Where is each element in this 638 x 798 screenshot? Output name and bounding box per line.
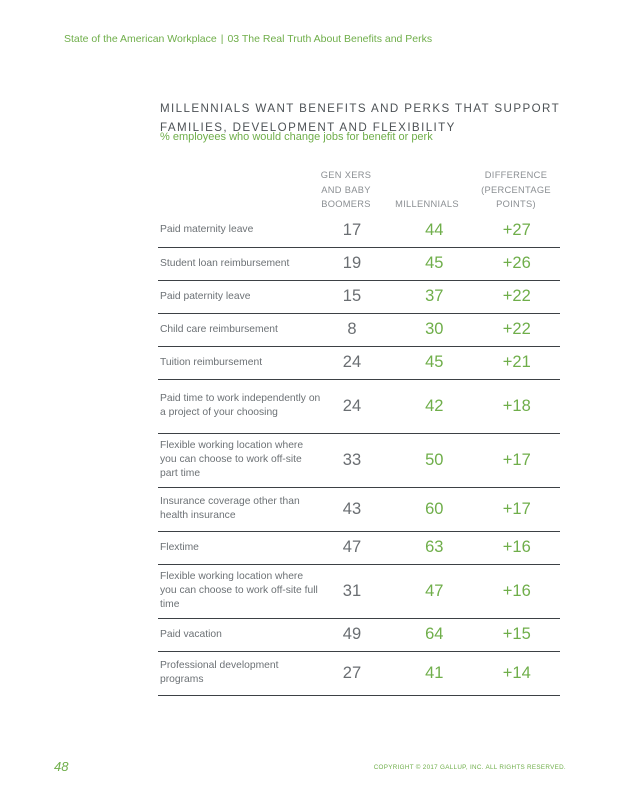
gen-x-boomers-value: 24	[342, 353, 362, 371]
gen-x-boomers-value: 8	[347, 320, 357, 338]
row-label: Tuition reimbursement	[160, 356, 263, 368]
gen-x-boomers-value: 19	[342, 254, 362, 272]
millennials-value: 45	[425, 254, 444, 272]
table-row: Paid vacation 49 64 +15	[158, 618, 560, 651]
row-label: Paid paternity leave	[160, 290, 251, 302]
difference-value: +18	[502, 396, 531, 415]
gen-x-boomers-value: 27	[342, 663, 362, 682]
difference-value: +21	[502, 353, 531, 371]
row-label: Child care reimbursement	[160, 323, 278, 335]
table-row: Paid time to work independently on a pro…	[158, 379, 560, 433]
difference-value: +16	[502, 581, 531, 600]
difference-value: +27	[502, 220, 531, 239]
gen-x-boomers-value: 33	[342, 450, 362, 469]
table-subtitle: % employees who would change jobs for be…	[160, 131, 433, 143]
header-separator: |	[220, 33, 224, 45]
difference-value: +15	[502, 625, 531, 643]
gen-x-boomers-value: 31	[342, 581, 362, 600]
difference-value: +22	[502, 320, 531, 338]
millennials-value: 37	[425, 287, 444, 305]
millennials-value: 50	[425, 450, 444, 469]
millennials-value: 30	[425, 320, 444, 338]
row-label: Flexible working location where you can …	[160, 440, 304, 479]
difference-value: +26	[502, 254, 531, 272]
table-row: Student loan reimbursement 19 45 +26	[158, 247, 560, 280]
millennials-value: 42	[425, 396, 444, 415]
row-label: Flexible working location where you can …	[160, 571, 318, 610]
column-header-difference: DIFFERENCE (PERCENTAGE POINTS)	[481, 170, 551, 209]
row-label: Flextime	[160, 541, 199, 553]
millennials-value: 47	[425, 581, 444, 600]
table-row: Flextime 47 63 +16	[158, 531, 560, 564]
running-header: State of the American Workplace | 03 The R…	[64, 33, 432, 45]
table-row: Insurance coverage other than health ins…	[158, 487, 560, 531]
gen-x-boomers-value: 43	[342, 499, 362, 518]
benefits-table: Paid maternity leave 17 44 +27 Student loan …	[158, 214, 560, 696]
difference-value: +14	[502, 663, 531, 682]
difference-value: +17	[502, 499, 531, 518]
column-header-gen-x-boomers: GEN XERS AND BABY BOOMERS	[320, 170, 372, 209]
millennials-value: 63	[425, 538, 444, 556]
millennials-value: 60	[425, 499, 444, 518]
gen-x-boomers-value: 47	[342, 538, 362, 556]
row-label: Insurance coverage other than health ins…	[160, 496, 300, 521]
difference-value: +16	[502, 538, 531, 556]
gen-x-boomers-value: 24	[342, 396, 362, 415]
gen-x-boomers-value: 15	[342, 287, 362, 305]
copyright-notice: COPYRIGHT © 2017 GALLUP, INC. ALL RIGHTS…	[373, 764, 566, 771]
table-row: Tuition reimbursement 24 45 +21	[158, 346, 560, 379]
table-row: Flexible working location where you can …	[158, 433, 560, 487]
section-name: 03 The Real Truth About Benefits and Per…	[227, 33, 433, 45]
row-label: Paid maternity leave	[160, 224, 254, 236]
gen-x-boomers-value: 49	[342, 625, 362, 643]
table-row: Child care reimbursement 8 30 +22	[158, 313, 560, 346]
millennials-value: 45	[425, 353, 444, 371]
table-row: Paid maternity leave 17 44 +27	[158, 214, 560, 247]
gen-x-boomers-value: 17	[342, 220, 362, 239]
table-row: Professional development programs 27 41 +14	[158, 651, 560, 695]
row-label: Student loan reimbursement	[160, 257, 290, 269]
difference-value: +22	[502, 287, 531, 305]
table-row: Flexible working location where you can …	[158, 564, 560, 618]
millennials-value: 64	[425, 625, 444, 643]
millennials-value: 41	[425, 663, 444, 682]
row-label: Professional development programs	[160, 660, 279, 685]
millennials-value: 44	[425, 220, 444, 239]
row-label: Paid vacation	[160, 628, 222, 640]
table-title: MILLENNIALS WANT BENEFITS AND PERKS THAT…	[160, 102, 560, 134]
table-row: Paid paternity leave 15 37 +22	[158, 280, 560, 313]
row-label: Paid time to work independently on a pro…	[160, 393, 321, 418]
difference-value: +17	[502, 450, 531, 469]
page-number: 48	[54, 759, 69, 774]
column-header-millennials: MILLENNIALS	[395, 199, 459, 209]
report-name: State of the American Workplace	[64, 33, 217, 45]
